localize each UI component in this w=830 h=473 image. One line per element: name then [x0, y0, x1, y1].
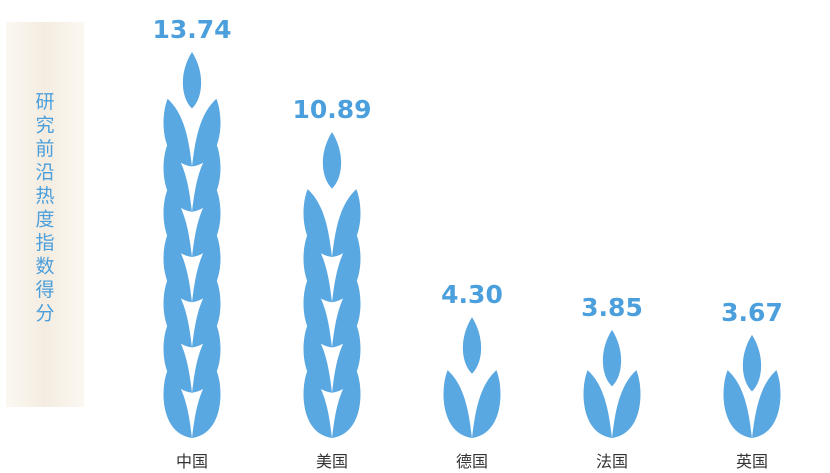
- value-label: 3.85: [581, 293, 643, 322]
- wheat-ear: [303, 132, 361, 439]
- value-label: 3.67: [721, 298, 783, 327]
- y-axis-label: 研究前沿热度指数得分: [35, 91, 54, 325]
- value-label: 13.74: [152, 15, 231, 44]
- wheat-ear: [723, 334, 781, 438]
- category-label: 英国: [736, 452, 768, 471]
- value-label: 4.30: [441, 280, 503, 309]
- category-label: 法国: [596, 452, 628, 471]
- label-panel: [6, 22, 84, 407]
- value-label: 10.89: [292, 95, 371, 124]
- wheat-ear: [163, 52, 221, 438]
- wheat-ear: [583, 329, 641, 438]
- category-label: 中国: [176, 452, 208, 471]
- category-label: 美国: [316, 452, 348, 471]
- category-label: 德国: [456, 452, 488, 471]
- y-axis-label-text: 研究前沿热度指数得分: [35, 91, 54, 325]
- wheat-ear: [443, 317, 501, 438]
